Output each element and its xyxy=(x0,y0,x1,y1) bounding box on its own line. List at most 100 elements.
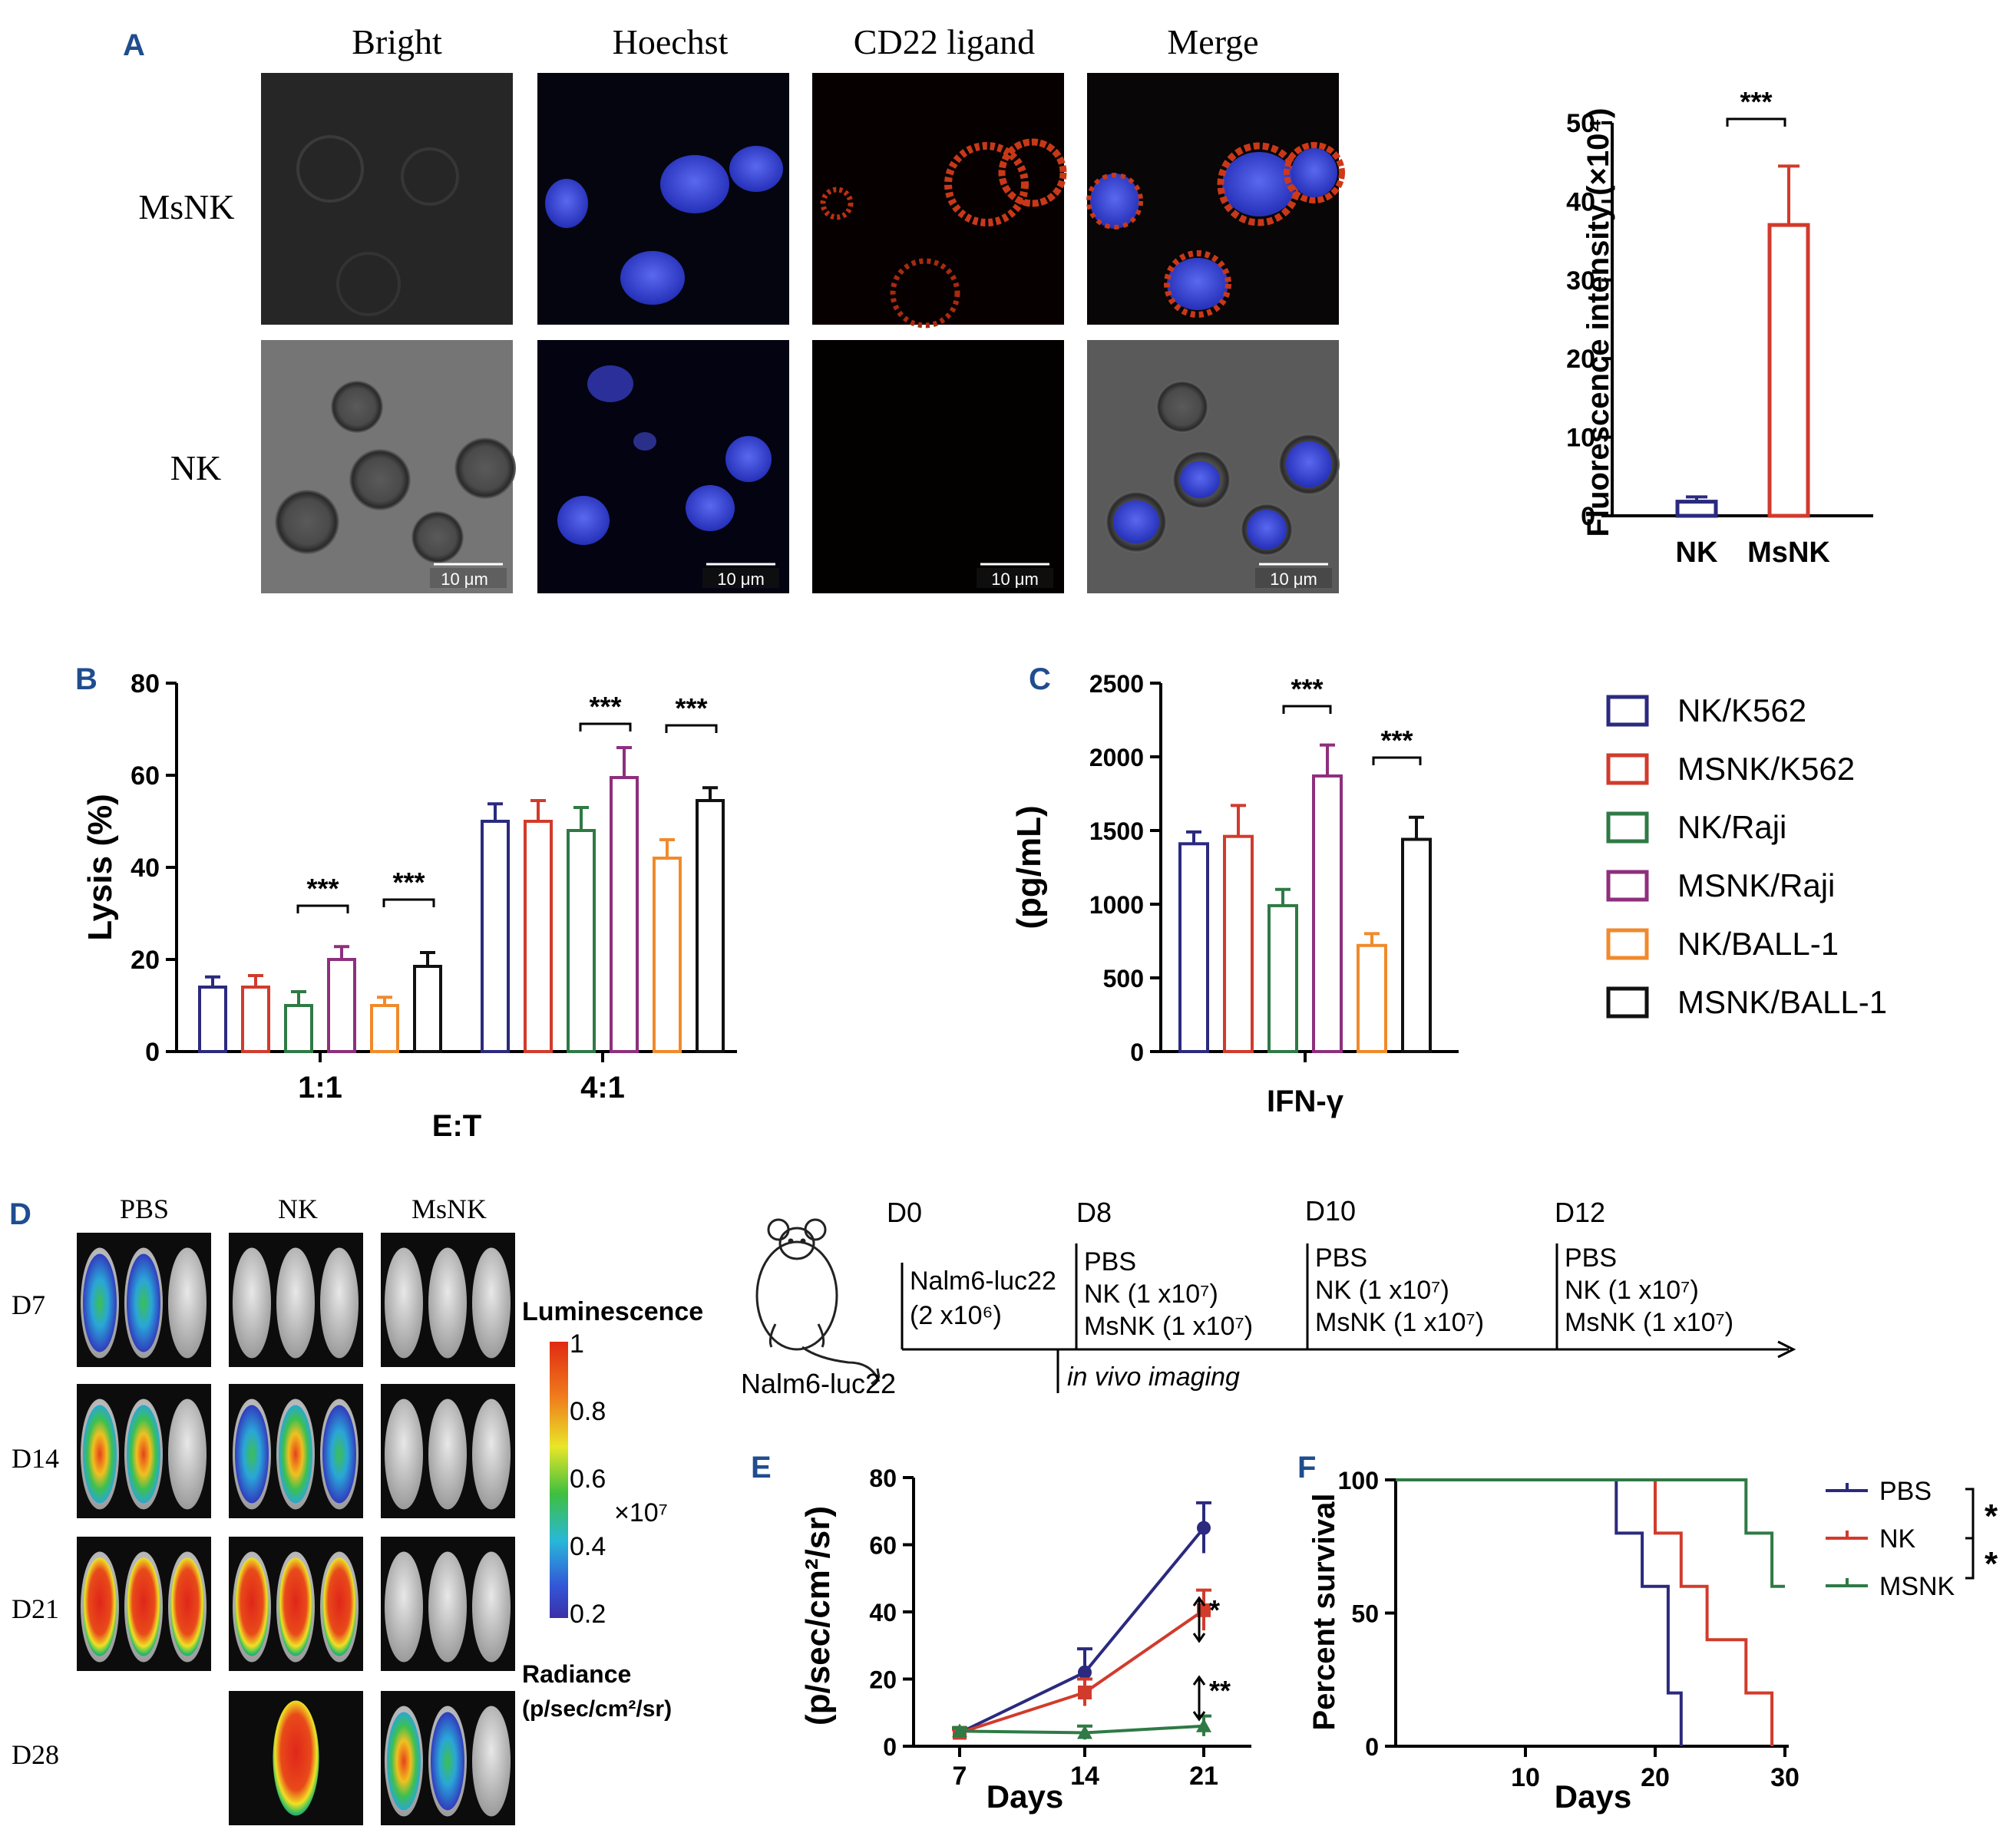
mouse-signal xyxy=(279,1405,312,1504)
y-tick-label: 2500 xyxy=(1089,670,1144,698)
bar-msnk-k562 xyxy=(524,820,553,1053)
treatment-timeline: Nalm6-luc22 D0 Nalm6-luc22 (2 x10⁶) D8 P… xyxy=(741,1195,1796,1399)
day-d8: D8 xyxy=(1076,1197,1112,1228)
mouse-signal xyxy=(387,1712,421,1811)
row-label-d7: D7 xyxy=(12,1290,45,1320)
legend-label: PBS xyxy=(1879,1477,1932,1506)
bar-nk-raji xyxy=(284,1004,313,1053)
bar-msnk-raji xyxy=(1312,774,1343,1054)
panel-letter-b: B xyxy=(75,662,97,696)
y-tick-label: 50 xyxy=(1566,109,1595,138)
x-tick-label: 4:1 xyxy=(580,1071,625,1105)
bar-nk-raji xyxy=(567,829,596,1053)
scale-bar-label: 10 μm xyxy=(991,570,1039,589)
mouse-body xyxy=(233,1247,271,1359)
image-nk-merge: 10 μm xyxy=(1087,340,1340,593)
bar-msnk-raji xyxy=(327,958,356,1053)
panel-b-lysis-chart: 0 20 40 60 80 1:1 4:1 *** *** *** *** E:T Lysis (%) xyxy=(81,669,737,1143)
d10-msnk: MsNK (1 x10⁷) xyxy=(1315,1308,1484,1337)
mouse-signal xyxy=(235,1557,269,1656)
col-header-hoechst: Hoechst xyxy=(613,22,729,61)
d12-nk: NK (1 x10⁷) xyxy=(1565,1276,1699,1305)
image-msnk-bright xyxy=(261,73,513,325)
mouse-body xyxy=(472,1706,511,1817)
significance-stars: * xyxy=(1985,1545,1998,1583)
significance-stars: *** xyxy=(392,867,425,898)
y-tick-label: 10 xyxy=(1566,424,1595,453)
legend-swatch xyxy=(1606,986,1649,1019)
x-tick-label: 20 xyxy=(1641,1763,1670,1792)
data-point xyxy=(1197,1521,1211,1535)
legend-label: NK/BALL-1 xyxy=(1677,926,1839,962)
bar-nk-k562 xyxy=(198,986,227,1053)
col-header-msnk: MsNK xyxy=(411,1194,487,1224)
mouse-signal xyxy=(127,1557,160,1656)
mouse-body xyxy=(472,1399,511,1510)
y-axis-title: Fluorescence intensity (×10⁴) xyxy=(1581,108,1615,537)
y-tick-label: 40 xyxy=(1566,187,1595,216)
panel-letter-c: C xyxy=(1029,662,1051,696)
mouse-signal xyxy=(170,1557,204,1656)
y-tick-label: 500 xyxy=(1103,965,1144,992)
bar-msnk-k562 xyxy=(241,986,270,1053)
y-tick-label: 80 xyxy=(869,1465,897,1492)
significance-stars: *** xyxy=(1291,673,1323,705)
y-axis-title: (pg/mL) xyxy=(1010,805,1048,929)
bar-nk-k562 xyxy=(1178,842,1209,1054)
significance-arrow xyxy=(1192,1675,1206,1722)
bar-nk-k562 xyxy=(481,820,510,1053)
mouse-label: Nalm6-luc22 xyxy=(741,1368,896,1399)
mouse-body xyxy=(168,1399,207,1510)
d12-msnk: MsNK (1 x10⁷) xyxy=(1565,1308,1733,1337)
d12-pbs: PBS xyxy=(1565,1243,1617,1273)
data-point xyxy=(1196,1718,1211,1732)
d10-pbs: PBS xyxy=(1315,1243,1367,1273)
y-tick-label: 50 xyxy=(1351,1600,1379,1628)
colorbar-unit: (p/sec/cm²/sr) xyxy=(522,1696,672,1722)
col-header-pbs: PBS xyxy=(120,1194,169,1224)
legend-swatch xyxy=(1606,870,1649,902)
mouse-signal xyxy=(322,1557,356,1656)
significance-stars: ** xyxy=(1209,1675,1231,1706)
mouse-signal xyxy=(431,1712,464,1811)
panel-letter-a: A xyxy=(123,28,145,62)
legend-label: NK/Raji xyxy=(1677,809,1786,845)
y-axis-title: Lysis (%) xyxy=(81,794,119,941)
mouse-signal xyxy=(279,1557,312,1656)
significance-bracket xyxy=(382,898,435,907)
legend-label: MSNK/K562 xyxy=(1677,751,1855,787)
legend-label: NK/K562 xyxy=(1677,692,1806,728)
bar-nk-ball-1 xyxy=(1357,943,1387,1054)
image-nk-hoechst: 10 μm xyxy=(537,340,789,593)
image-msnk-hoechst xyxy=(537,73,789,325)
y-tick-label: 0 xyxy=(145,1038,160,1067)
panel-a-microscopy: Bright Hoechst CD22 ligand Merge MsNK NK xyxy=(138,22,1345,593)
x-tick-label: IFN-γ xyxy=(1267,1085,1344,1118)
y-tick-label: 60 xyxy=(869,1532,897,1560)
timeline-arrowhead xyxy=(1777,1340,1796,1359)
mouse-body xyxy=(428,1551,467,1663)
mouse-body xyxy=(472,1247,511,1359)
significance-stars: *** xyxy=(589,691,621,722)
significance-stars: * xyxy=(1985,1498,1998,1535)
day-d12: D12 xyxy=(1555,1197,1605,1228)
y-tick-label: 80 xyxy=(131,669,160,698)
y-tick-label: 1500 xyxy=(1089,817,1144,845)
mouse-signal xyxy=(83,1253,117,1352)
survival-curve-msnk xyxy=(1396,1478,1785,1588)
bar-msnk-ball-1 xyxy=(696,799,725,1053)
mouse-body xyxy=(168,1247,207,1359)
y-tick-label: 0 xyxy=(1130,1039,1144,1066)
mouse-signal xyxy=(83,1557,117,1656)
significance-bracket xyxy=(296,904,349,913)
x-tick-label: 10 xyxy=(1511,1763,1540,1792)
d8-msnk: MsNK (1 x10⁷) xyxy=(1084,1312,1253,1341)
scale-bar-label: 10 μm xyxy=(1270,570,1317,589)
x-axis-title: Days xyxy=(987,1778,1063,1815)
colorbar-title: Luminescence xyxy=(522,1297,703,1326)
col-header-nk: NK xyxy=(278,1194,318,1224)
y-tick-label: 40 xyxy=(869,1599,897,1626)
significance-bracket xyxy=(665,724,718,733)
bar-msnk-ball-1 xyxy=(413,965,442,1053)
panel-letter-f: F xyxy=(1297,1451,1316,1484)
